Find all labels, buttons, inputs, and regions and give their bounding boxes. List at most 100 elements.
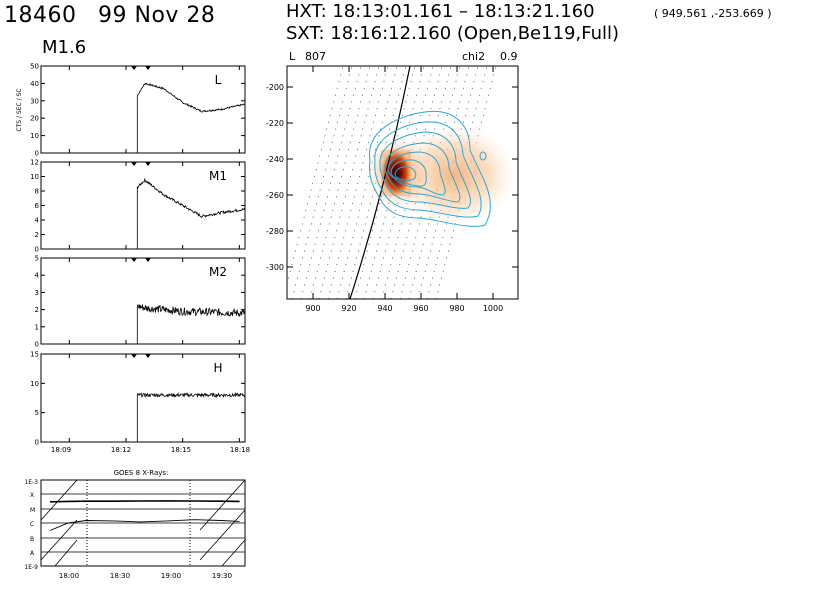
map-y-tick: -300 [266, 263, 284, 272]
lightcurve-frame [40, 257, 246, 345]
goes-title: GOES 8 X-Rays: [114, 469, 169, 477]
map-x-tick: 980 [449, 304, 464, 313]
map-y-tick: -220 [266, 119, 284, 128]
map-x-tick: 900 [305, 304, 320, 313]
y-tick-label: 5 [35, 409, 39, 417]
y-tick-label: 50 [30, 63, 39, 71]
chi2-label: chi2 [462, 50, 485, 63]
lightcurve-frame [40, 161, 246, 250]
lightcurve-x-tick: 18:15 [171, 446, 191, 454]
interval-marker [145, 162, 151, 166]
map-ticks [287, 66, 518, 299]
goes-class-x: X [30, 492, 34, 499]
lightcurve-x-tick: 18:12 [111, 446, 131, 454]
goes-x-tick: 18:30 [110, 572, 130, 580]
sxt-info: SXT: 18:16:12.160 (Open,Be119,Full) [286, 23, 620, 44]
goes-y-labels: 1E-3 1E-9 X M C B A [24, 479, 38, 571]
goes-class-c: C [30, 521, 34, 528]
event-date: 99 Nov 28 [98, 3, 216, 28]
map-y-tick: -200 [266, 83, 284, 92]
lightcurve-frame [40, 353, 246, 443]
goes-series-long [49, 500, 240, 503]
y-tick-label: 0 [35, 150, 39, 158]
map-y-tick: -260 [266, 191, 284, 200]
chi2-value: 0.9 [500, 50, 518, 63]
interval-marker [131, 354, 137, 358]
map-x-tick: 920 [341, 304, 356, 313]
goes-panel: GOES 8 X-Rays: 1E-3 1E-9 X M C B [24, 469, 246, 580]
map-x-tick-labels: 900 920 940 960 980 1000 [305, 304, 503, 313]
interval-marker [131, 258, 137, 262]
map-frame [286, 65, 519, 300]
lightcurve-panel-m1: 0 2 4 6 8 10 12 M1 [30, 159, 246, 254]
y-tick-label: 2 [35, 231, 39, 239]
lightcurve-x-tick: 18:18 [230, 446, 250, 454]
y-tick-label: 8 [35, 188, 39, 196]
interval-marker [131, 66, 137, 70]
interval-marker [131, 162, 137, 166]
map-band-value: 807 [305, 50, 326, 63]
y-tick-label: 10 [30, 132, 39, 140]
interval-marker [145, 258, 151, 262]
goes-class-a: A [30, 550, 35, 557]
solar-limb [349, 66, 411, 299]
goes-x-tick-labels: 18:00 18:30 19:00 19:30 [59, 572, 232, 580]
goes-night-diagonals [40, 479, 246, 567]
goes-x-tick: 19:30 [212, 572, 232, 580]
map-y-tick: -240 [266, 155, 284, 164]
lightcurve-band-label: M2 [209, 265, 227, 279]
lightcurve-panel-h: 0 5 10 15 H [30, 351, 246, 447]
map-y-tick: -280 [266, 227, 284, 236]
y-tick-label: 12 [30, 159, 39, 167]
goes-saa-markers [86, 480, 191, 566]
y-tick-label: 4 [35, 272, 40, 280]
y-tick-label: 4 [35, 217, 40, 225]
y-tick-label: 10 [30, 173, 39, 181]
lightcurve-panel-m2: 0 1 2 3 4 5 M2 [35, 255, 246, 349]
goes-class-m: M [30, 507, 35, 514]
goes-y-bottom: 1E-9 [24, 564, 38, 571]
y-tick-label: 40 [30, 80, 39, 88]
interval-marker [145, 66, 151, 70]
lightcurve-series [136, 82, 246, 153]
y-tick-label: 5 [35, 255, 39, 263]
lightcurve-ylabel: CTS / SEC / SC [16, 88, 23, 131]
y-tick-label: 0 [35, 341, 39, 349]
y-tick-label: 10 [30, 380, 39, 388]
y-tick-label: 1 [35, 323, 39, 331]
lightcurve-series [136, 391, 246, 442]
y-tick-label: 0 [35, 439, 39, 447]
goes-series-short [49, 519, 240, 531]
y-tick-label: 15 [30, 351, 39, 359]
y-tick-label: 3 [35, 289, 39, 297]
image-map: 900 920 940 960 980 1000 -200 -220 -240 … [266, 50, 519, 313]
goes-x-tick: 19:00 [161, 572, 181, 580]
lightcurve-band-label: H [213, 361, 222, 375]
lightcurve-frame [40, 65, 246, 154]
lightcurve-x-tick: 18:09 [51, 446, 71, 454]
goes-class: M1.6 [42, 37, 87, 58]
hxt-contours [369, 110, 491, 227]
goes-x-tick: 18:00 [59, 572, 79, 580]
hxt-lightcurves: CTS / SEC / SC 18:09 18:12 18:15 18:18 0… [16, 63, 250, 455]
y-tick-label: 30 [30, 97, 39, 105]
lightcurve-x-tick-labels: 18:09 18:12 18:15 18:18 [51, 446, 250, 454]
goes-class-gridlines [41, 493, 245, 553]
lightcurve-band-label: L [215, 73, 222, 87]
map-x-tick: 1000 [483, 304, 503, 313]
hxt-time-range: HXT: 18:13:01.161 – 18:13:21.160 [286, 1, 595, 22]
goes-y-top: 1E-3 [24, 479, 38, 486]
y-tick-label: 0 [35, 246, 39, 254]
interval-marker [145, 354, 151, 358]
lightcurve-series [136, 177, 246, 249]
event-id: 18460 [4, 3, 77, 28]
y-tick-label: 20 [30, 115, 39, 123]
lightcurve-band-label: M1 [209, 169, 227, 183]
y-tick-label: 2 [35, 306, 39, 314]
map-band-label: L [289, 50, 296, 63]
map-x-tick: 960 [413, 304, 428, 313]
goes-class-b: B [30, 536, 34, 543]
map-y-tick-labels: -200 -220 -240 -260 -280 -300 [266, 83, 284, 272]
lightcurve-panel-l: 0 10 20 30 40 50 L [30, 63, 246, 158]
